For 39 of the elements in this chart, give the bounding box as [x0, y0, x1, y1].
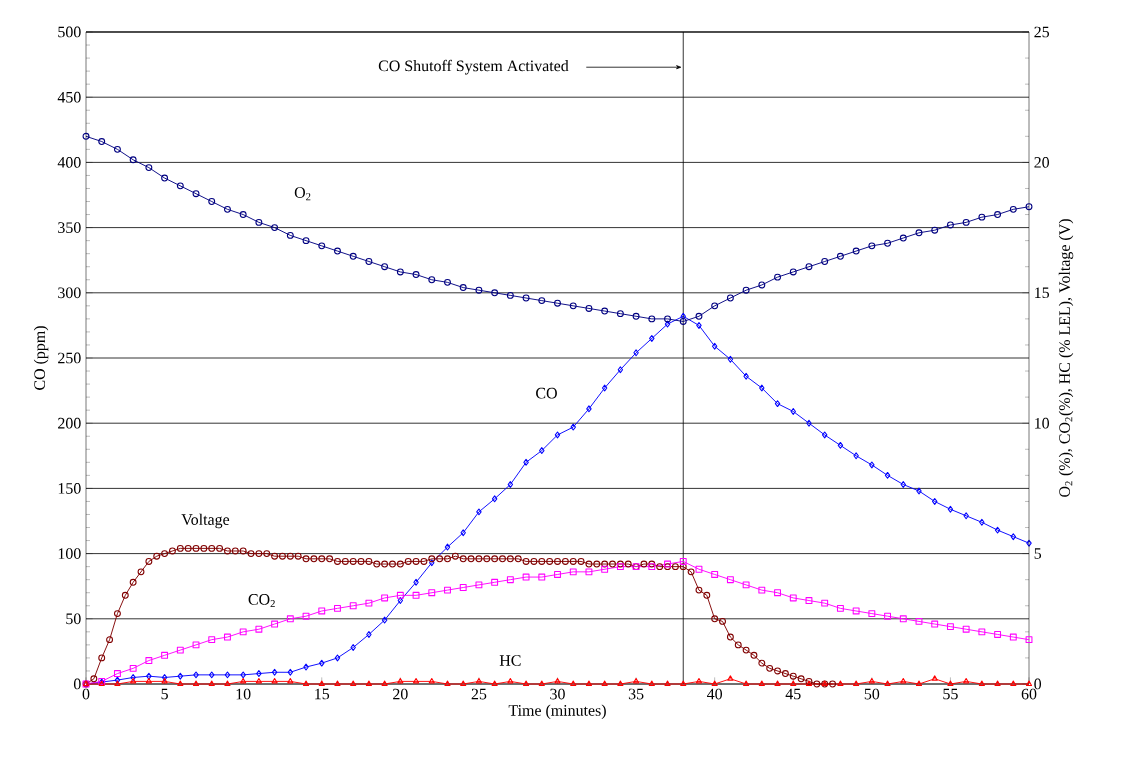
y-tick-label: 250 — [58, 352, 81, 364]
y2-axis-title: O$_{2}$ (%), CO$_{2}$(%), HC (% LEL), Voltage (V) — [1058, 219, 1074, 497]
y2-tick-label: 10 — [1035, 417, 1050, 429]
y2-tick-label: 5 — [1034, 548, 1042, 559]
series-label: CO — [536, 387, 557, 399]
y-tick-label: 200 — [58, 417, 81, 429]
y-tick-label: 0 — [73, 678, 81, 690]
x-tick-label: 50 — [864, 688, 880, 700]
y-tick-label: 450 — [57, 91, 81, 103]
series-label: CO$_{2}$ — [248, 594, 275, 608]
x-tick-label: 10 — [236, 688, 251, 700]
y2-tick-label: 15 — [1035, 287, 1050, 299]
x-tick-label: 25 — [471, 688, 487, 700]
x-tick-label: 20 — [393, 688, 408, 700]
y-axis-title: CO (ppm) — [33, 326, 49, 390]
y-tick-label: 100 — [58, 548, 81, 559]
y-tick-label: 300 — [58, 287, 81, 299]
y-tick-label: 150 — [58, 483, 81, 494]
y2-tick-label: 25 — [1034, 26, 1050, 38]
y-tick-label: 350 — [58, 222, 81, 233]
x-tick-label: 55 — [943, 688, 958, 700]
x-axis-title: Time (minutes) — [508, 704, 606, 720]
x-tick-label: 0 — [82, 688, 90, 700]
x-tick-label: 60 — [1021, 688, 1037, 700]
x-tick-label: 30 — [550, 688, 565, 700]
x-tick-label: 5 — [161, 688, 168, 700]
x-tick-label: 40 — [707, 688, 723, 700]
y2-tick-label: 20 — [1034, 157, 1050, 168]
series-label: O$_{2}$ — [294, 187, 311, 201]
ref-line-label: CO Shutoff System Activated — [378, 59, 569, 75]
x-tick-label: 15 — [315, 688, 330, 700]
y-tick-label: 400 — [57, 157, 81, 168]
series-label: HC — [499, 655, 521, 666]
y-tick-label: 500 — [58, 26, 81, 38]
x-tick-label: 35 — [628, 688, 644, 700]
y2-tick-label: 0 — [1034, 678, 1042, 690]
y-tick-label: 50 — [66, 613, 81, 625]
series-label: Voltage — [181, 513, 230, 529]
x-tick-label: 45 — [785, 688, 801, 700]
